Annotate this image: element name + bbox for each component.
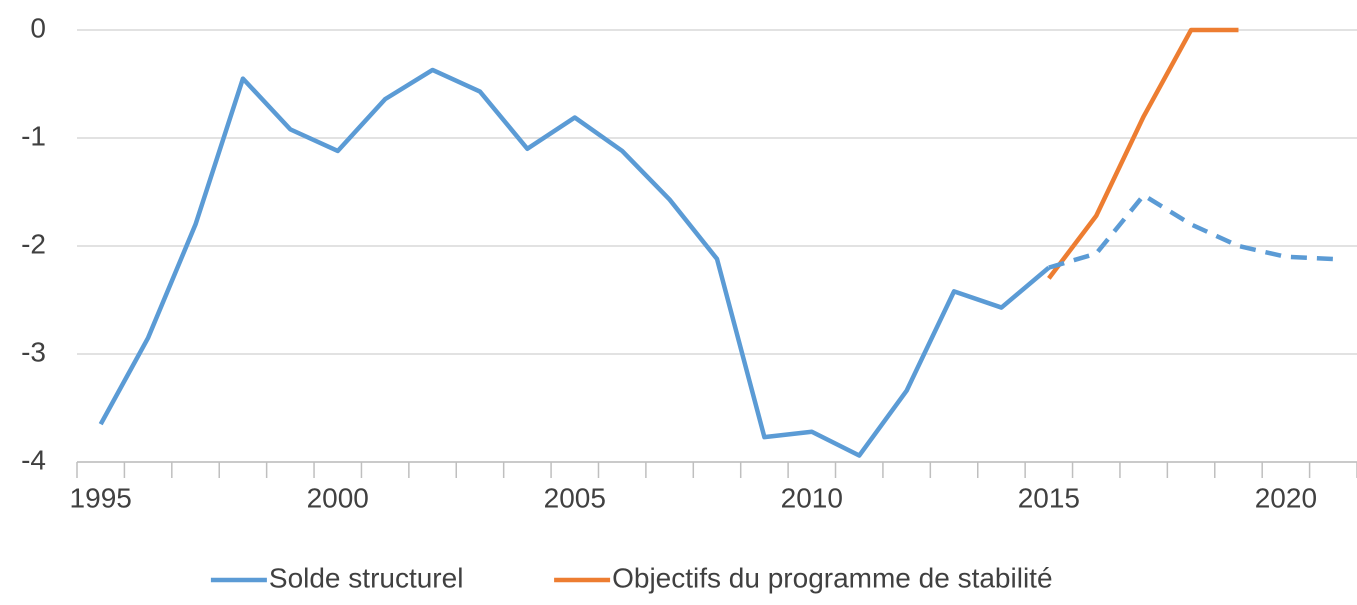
y-tick-label: -1: [21, 120, 46, 151]
y-tick-label: -3: [21, 336, 46, 367]
line-series: [98, 67, 1051, 458]
y-tick-label: -4: [21, 444, 46, 475]
line-series: [1048, 192, 1334, 270]
y-tick-label: -2: [21, 228, 46, 259]
line-series: [1047, 27, 1239, 280]
x-tick-label: 2000: [307, 482, 369, 513]
x-tick-label: 2015: [1018, 482, 1080, 513]
legend-label: Objectifs du programme de stabilité: [612, 562, 1052, 593]
x-tick-label: 2020: [1255, 482, 1317, 513]
x-tick-label: 1995: [70, 482, 132, 513]
x-tick-label: 2005: [544, 482, 606, 513]
y-tick-label: 0: [30, 12, 46, 43]
x-tick-label: 2010: [781, 482, 843, 513]
legend-label: Solde structurel: [269, 562, 464, 593]
